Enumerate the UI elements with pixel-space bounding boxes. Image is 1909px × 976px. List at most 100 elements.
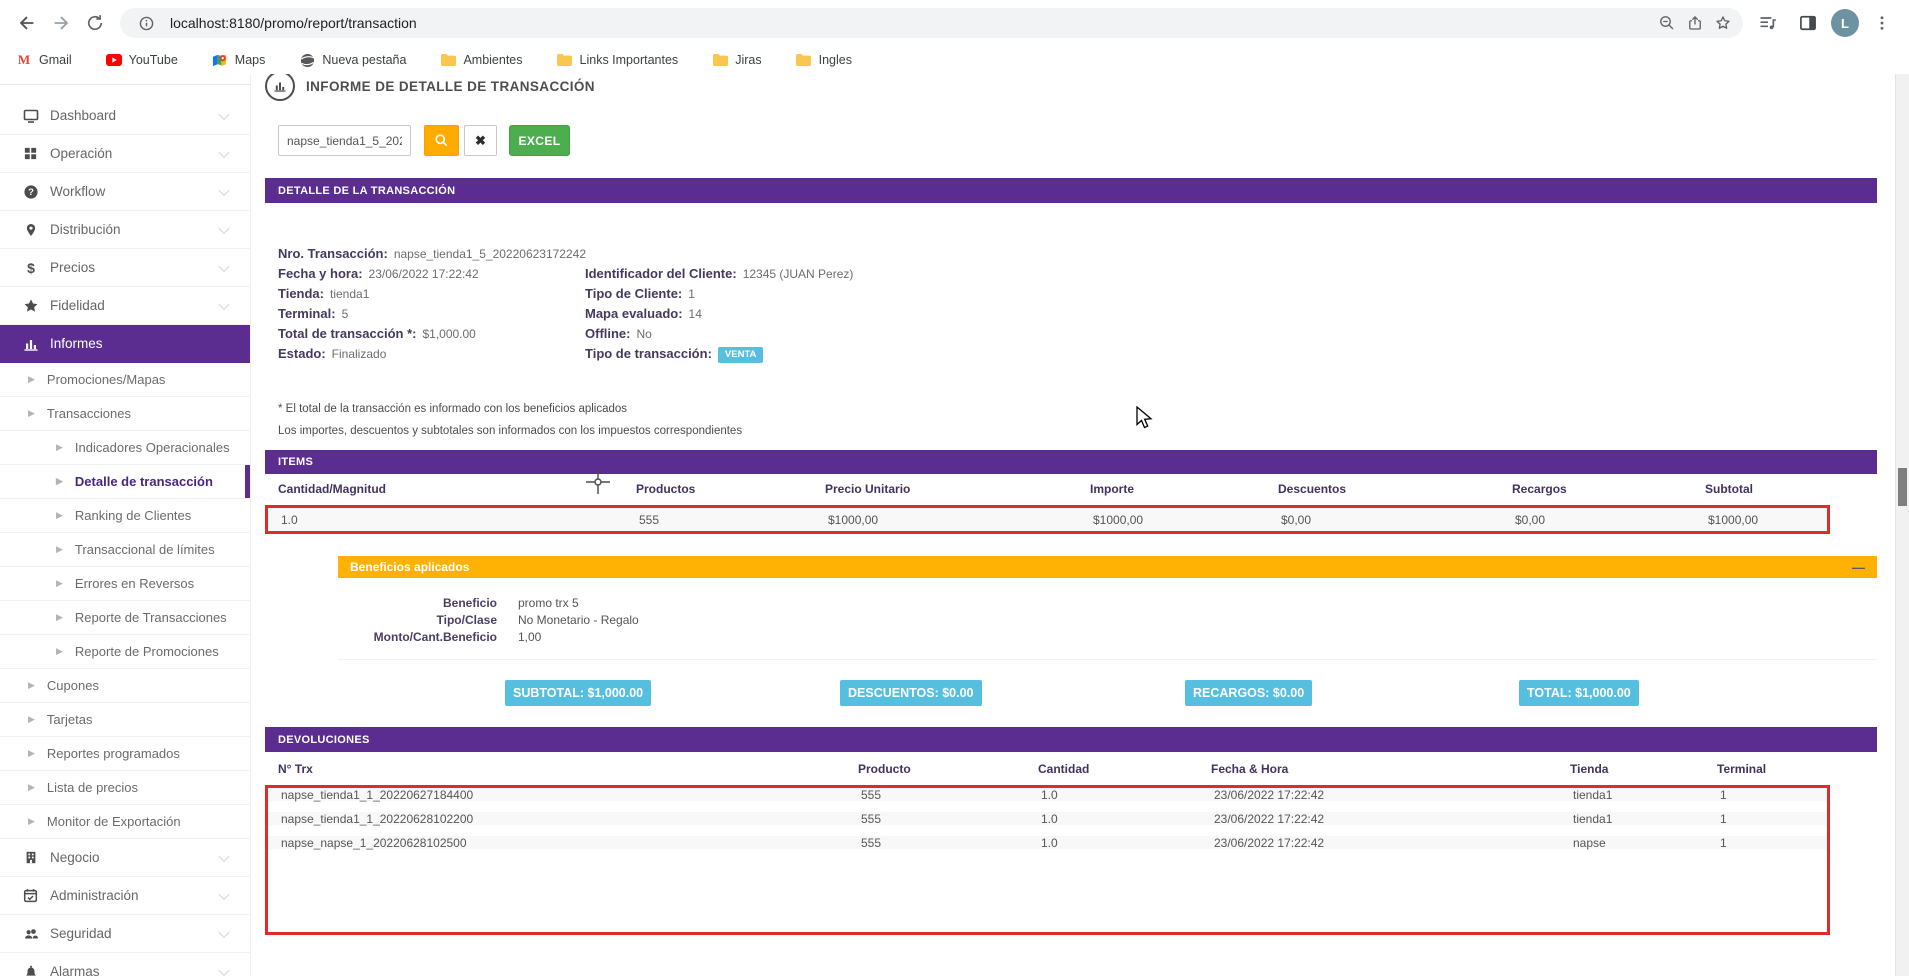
vertical-scrollbar[interactable] (1895, 74, 1909, 976)
descuentos-badge: DESCUENTOS: $0.00 (840, 680, 982, 706)
transaction-search-input[interactable] (278, 125, 411, 156)
share-icon[interactable] (1681, 9, 1709, 37)
submenu-arrow-icon: ▶ (28, 782, 35, 792)
folder-icon (440, 52, 456, 68)
items-section-header: ITEMS (265, 450, 1877, 474)
submenu-arrow-icon: ▶ (56, 442, 63, 452)
sidebar-item-reporte-de-transacciones[interactable]: ▶ Reporte de Transacciones (0, 601, 250, 635)
devoluciones-highlight-box: napse_tienda1_1_20220627184400 555 1.0 2… (265, 785, 1830, 935)
recargos-badge: RECARGOS: $0.00 (1185, 680, 1313, 706)
submenu-arrow-icon: ▶ (56, 476, 63, 486)
url-text[interactable]: localhost:8180/promo/report/transaction (170, 15, 417, 31)
sidebar-item-lista-de-precios[interactable]: ▶ Lista de precios (0, 771, 250, 805)
app-viewport: Dashboard Operación ? Workflow Distribuc… (0, 74, 1909, 976)
building-icon (22, 849, 39, 866)
back-arrow-icon (19, 16, 34, 30)
page-title: INFORME DE DETALLE DE TRANSACCIÓN (265, 74, 595, 106)
sidebar-item-precios[interactable]: $ Precios (0, 249, 250, 287)
sidebar-item-tarjetas[interactable]: ▶ Tarjetas (0, 703, 250, 737)
bookmark-links-importantes[interactable]: Links Importantes (557, 52, 678, 68)
bookmark-star-icon[interactable] (1709, 9, 1737, 37)
sidebar-item-operacion[interactable]: Operación (0, 135, 250, 173)
globe-icon (299, 52, 315, 68)
bookmark-gmail[interactable]: M Gmail (17, 52, 72, 67)
sidebar-item-administracion[interactable]: Administración (0, 877, 250, 915)
chevron-down-icon (218, 222, 230, 234)
sidebar-item-transaccional-de-limites[interactable]: ▶ Transaccional de límites (0, 533, 250, 567)
devoluciones-section-header: DEVOLUCIONES (265, 727, 1877, 752)
total-transaccion-value: $1,000.00 (422, 327, 476, 341)
devolucion-row: napse_tienda1_1_20220627184400 555 1.0 2… (268, 788, 1827, 812)
chevron-down-icon (218, 108, 230, 120)
back-button[interactable] (10, 6, 44, 40)
youtube-icon (105, 52, 122, 68)
sidebar-item-reporte-de-promociones[interactable]: ▶ Reporte de Promociones (0, 635, 250, 669)
page-info-icon[interactable] (132, 9, 160, 37)
scrollbar-thumb[interactable] (1898, 468, 1907, 506)
items-table-row-highlighted: 1.0 555 $1000,00 $1000,00 $0,00 $0,00 $1… (265, 505, 1830, 534)
sidebar-item-distribucion[interactable]: Distribución (0, 211, 250, 249)
forward-button[interactable] (44, 6, 78, 40)
submenu-arrow-icon: ▶ (28, 748, 35, 758)
bookmark-jiras[interactable]: Jiras (712, 52, 762, 68)
media-controls-icon[interactable] (1751, 6, 1785, 40)
chevron-down-icon (218, 964, 230, 976)
bookmark-nueva-pestana[interactable]: Nueva pestaña (299, 52, 406, 68)
sidebar-item-seguridad[interactable]: Seguridad (0, 915, 250, 953)
sidebar-item-reportes-programados[interactable]: ▶ Reportes programados (0, 737, 250, 771)
bar-chart-icon (22, 335, 39, 352)
sidebar-item-detalle-de-transaccion[interactable]: ▶ Detalle de transacción (0, 465, 250, 499)
sidebar-item-dashboard[interactable]: Dashboard (0, 97, 250, 135)
chevron-down-icon (218, 298, 230, 310)
gmail-icon: M (17, 52, 31, 67)
chevron-down-icon (218, 146, 230, 158)
collapse-icon[interactable]: — (1852, 559, 1865, 575)
sidebar-item-informes[interactable]: Informes (0, 325, 250, 363)
sidebar-item-promociones-mapas[interactable]: ▶ Promociones/Mapas (0, 363, 250, 397)
sidebar-item-indicadores-operacionales[interactable]: ▶ Indicadores Operacionales (0, 431, 250, 465)
totals-row: SUBTOTAL: $1,000.00 DESCUENTOS: $0.00 RE… (265, 680, 1877, 706)
bookmark-ingles[interactable]: Ingles (796, 52, 852, 68)
reload-button[interactable] (78, 6, 112, 40)
zoom-out-icon[interactable] (1653, 9, 1681, 37)
nro-transaccion-value: napse_tienda1_5_20220623172242 (393, 247, 587, 261)
bookmark-maps[interactable]: Maps (212, 52, 265, 68)
search-button[interactable] (424, 125, 459, 156)
excel-export-button[interactable]: EXCEL (509, 125, 570, 156)
detalle-section-header: DETALLE DE LA TRANSACCIÓN (265, 178, 1877, 203)
devolucion-row: napse_tienda1_1_20220628102200 555 1.0 2… (268, 812, 1827, 836)
location-pin-icon (22, 221, 39, 238)
address-bar[interactable]: localhost:8180/promo/report/transaction (120, 8, 1743, 38)
sidebar-item-fidelidad[interactable]: Fidelidad (0, 287, 250, 325)
profile-avatar[interactable]: L (1831, 9, 1859, 37)
fecha-hora-value: 23/06/2022 17:22:42 (368, 267, 479, 281)
sidebar-item-transacciones[interactable]: ▶ Transacciones (0, 397, 250, 431)
side-panel-icon[interactable] (1791, 6, 1825, 40)
sidebar-item-ranking-de-clientes[interactable]: ▶ Ranking de Clientes (0, 499, 250, 533)
bookmark-ambientes[interactable]: Ambientes (440, 52, 523, 68)
beneficios-body: Beneficio promo trx 5 Tipo/Clase No Moneta… (338, 578, 1877, 660)
bookmark-youtube[interactable]: YouTube (105, 52, 178, 68)
sidebar-item-workflow[interactable]: ? Workflow (0, 173, 250, 211)
clear-icon: ✖ (475, 132, 486, 148)
details-left-column: Nro. Transacción: napse_tienda1_5_2022062… (278, 246, 587, 361)
identificador-cliente-value: 12345 (JUAN Perez) (742, 267, 854, 281)
details-right-column: Identificador del Cliente: 12345 (JUAN Pe… (585, 266, 854, 363)
bell-icon (22, 963, 39, 976)
tipo-cliente-value: 1 (688, 287, 695, 301)
devoluciones-table-header: N° Trx Producto Cantidad Fecha & Hora Ti… (278, 762, 1767, 776)
offline-value: No (636, 327, 652, 341)
sidebar-item-monitor-de-exportacion[interactable]: ▶ Monitor de Exportación (0, 805, 250, 839)
sidebar-item-negocio[interactable]: Negocio (0, 839, 250, 877)
sidebar-item-alarmas[interactable]: Alarmas (0, 953, 250, 976)
sidebar-item-errores-en-reversos[interactable]: ▶ Errores en Reversos (0, 567, 250, 601)
monto-cant-beneficio-value: 1,00 (518, 630, 542, 644)
submenu-arrow-icon: ▶ (56, 544, 63, 554)
forward-arrow-icon (54, 16, 69, 30)
clear-search-button[interactable]: ✖ (464, 125, 497, 156)
submenu-arrow-icon: ▶ (28, 408, 35, 418)
browser-menu-icon[interactable] (1865, 6, 1899, 40)
main-content: INFORME DE DETALLE DE TRANSACCIÓN ✖ EXCE… (251, 74, 1895, 976)
sidebar-item-cupones[interactable]: ▶ Cupones (0, 669, 250, 703)
